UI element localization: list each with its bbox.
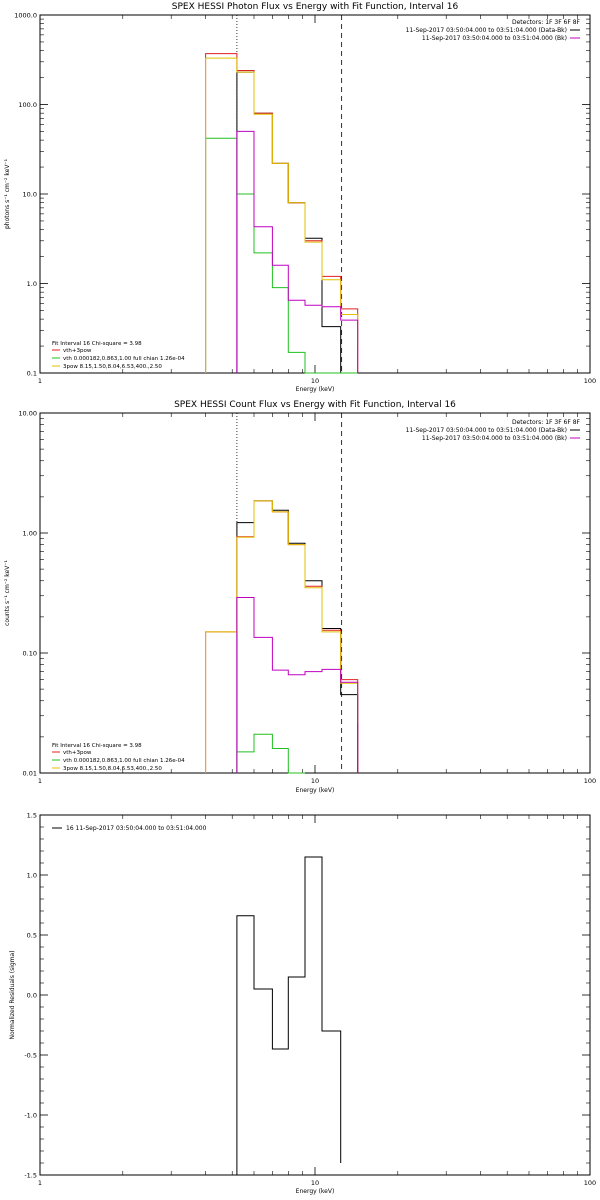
residuals-y-tick-label: -1.5 [24, 1172, 37, 1180]
photon-flux-legend-3pow: 3pow 8.15,1.50,8.04,6.53,400.,2.50 [63, 364, 162, 370]
photon-flux-series-bk [236, 130, 359, 373]
photon-flux-x-tick-label: 10 [311, 377, 319, 385]
count-flux-x-axis-label: Energy (keV) [296, 787, 335, 794]
residuals-x-axis-label: Energy (keV) [296, 1188, 335, 1195]
count-flux-header-line-1: 11-Sep-2017 03:50:04.000 to 03:51:04.000… [406, 427, 567, 434]
residuals-y-tick-label: 0.5 [27, 932, 37, 940]
photon-flux-panel: SPEX HESSI Photon Flux vs Energy with Fi… [4, 2, 596, 393]
photon-flux-series-3pow [205, 57, 359, 373]
photon-flux-detectors: Detectors: 1F 3F 6F 8F [512, 19, 581, 26]
count-flux-y-axis-label: counts s⁻¹ cm⁻² keV⁻¹ [4, 560, 11, 626]
photon-flux-y-tick-label: 1000.0 [14, 12, 37, 20]
count-flux-series-3pow [205, 500, 359, 773]
residuals-y-tick-label: -0.5 [24, 1052, 37, 1060]
photon-flux-y-tick-label: 10.0 [23, 191, 37, 199]
residuals-y-tick-label: 0.0 [27, 992, 37, 1000]
photon-flux-header-line-1: 11-Sep-2017 03:50:04.000 to 03:51:04.000… [406, 27, 567, 34]
photon-flux-y-tick-label: 0.1 [27, 370, 37, 378]
photon-flux-legend-vth-3pow: vth+3pow [63, 348, 92, 354]
count-flux-series-vth [236, 733, 305, 774]
count-flux-y-tick-label: 0.10 [23, 650, 37, 658]
photon-flux-x-axis-label: Energy (keV) [296, 386, 335, 393]
residuals-x-tick-label: 100 [584, 1179, 596, 1187]
photon-flux-x-tick-label: 1 [38, 377, 42, 385]
photon-flux-legend-vth: vth 0.000182,0.863,1.00 full chian 1.26e… [63, 356, 185, 362]
photon-flux-y-tick-label: 100.0 [18, 101, 37, 109]
residuals-x-tick-label: 10 [311, 1179, 319, 1187]
residuals-y-tick-label: -1.0 [24, 1112, 37, 1120]
residuals-y-tick-label: 1.5 [27, 812, 37, 820]
count-flux-y-tick-label: 1.00 [23, 530, 37, 538]
photon-flux-y-tick-label: 1.0 [27, 280, 37, 288]
photon-flux-header-line-2: 11-Sep-2017 03:50:04.000 to 03:51:04.000… [422, 35, 567, 42]
count-flux-y-tick-label: 10.00 [18, 410, 37, 418]
residuals-series-16 [236, 856, 342, 1175]
count-flux-x-tick-label: 100 [584, 777, 596, 785]
residuals-x-tick-label: 1 [38, 1179, 42, 1187]
residuals-y-tick-label: 1.0 [27, 872, 37, 880]
count-flux-legend-vth: vth 0.000182,0.863,1.00 full chian 1.26e… [63, 758, 185, 764]
photon-flux-x-tick-label: 100 [584, 377, 596, 385]
count-flux-legend-vth-3pow: vth+3pow [63, 750, 92, 756]
count-flux-x-tick-label: 10 [311, 777, 319, 785]
count-flux-legend-3pow: 3pow 8.15,1.50,8.04,6.53,400.,2.50 [63, 766, 162, 772]
count-flux-detectors: Detectors: 1F 3F 6F 8F [512, 419, 581, 426]
residuals-panel: 1 10 100 -1.5 -1.0 -0.5 0.0 0.5 1.0 1.5 16 11-Sep… [9, 812, 596, 1196]
count-flux-header-line-2: 11-Sep-2017 03:50:04.000 to 03:51:04.000… [422, 435, 567, 442]
photon-flux-legend-title: Fit Interval 16 Chi-square = 3.98 [52, 341, 142, 347]
photon-flux-series [205, 53, 359, 374]
photon-flux-y-axis-label: photons s⁻¹ cm⁻² keV⁻¹ [4, 158, 11, 229]
count-flux-panel: SPEX HESSI Count Flux vs Energy with Fit… [4, 400, 596, 794]
residuals-series [236, 856, 342, 1175]
count-flux-series [205, 500, 359, 774]
count-flux-x-tick-label: 1 [38, 777, 42, 785]
photon-flux-title: SPEX HESSI Photon Flux vs Energy with Fi… [172, 2, 459, 12]
photon-flux-axes: 1 10 100 0.1 1.0 10.0 100.0 1000.0 [14, 12, 596, 386]
residuals-axes: 1 10 100 -1.5 -1.0 -0.5 0.0 0.5 1.0 1.5 [24, 812, 596, 1188]
count-flux-y-tick-label: 0.01 [23, 770, 37, 778]
count-flux-legend-title: Fit Interval 16 Chi-square = 3.98 [52, 743, 142, 749]
residuals-y-axis-label: Normalized Residuals (sigma) [9, 950, 16, 1039]
count-flux-title: SPEX HESSI Count Flux vs Energy with Fit… [174, 400, 456, 410]
residuals-legend-label: 16 11-Sep-2017 03:50:04.000 to 03:51:04.… [66, 825, 207, 832]
count-flux-series-bk [236, 597, 359, 773]
